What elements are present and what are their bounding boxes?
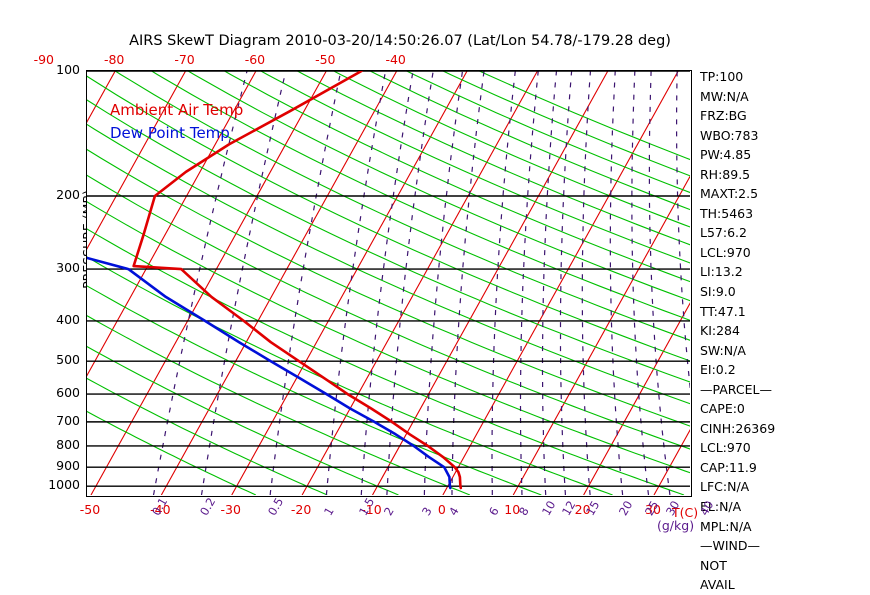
bottom-temp-tick-30: 30 <box>645 502 661 517</box>
sounding-stats-panel: TP:100 MW:N/A FRZ:BG WBO:783 PW:4.85 RH:89.5 M… <box>700 67 860 595</box>
bottom-temp-tick--30: -30 <box>220 502 241 517</box>
top-temp-tick--60: -60 <box>244 52 266 67</box>
stat-sw-14: SW:N/A <box>700 342 746 358</box>
top-temp-tick--80: -80 <box>103 52 125 67</box>
bottom-temp-tick-20: 20 <box>574 502 591 517</box>
stat-cap-20: CAP:11.9 <box>700 459 757 475</box>
pressure-tick-500: 500 <box>56 352 80 368</box>
stat-mw-1: MW:N/A <box>700 88 749 104</box>
stat-lcl-19: LCL:970 <box>700 440 751 456</box>
bottom-temp-tick--20: -20 <box>290 502 312 517</box>
stat-mpl-23: MPL:N/A <box>700 518 752 534</box>
stat-cape-17: CAPE:0 <box>700 401 745 417</box>
bottom-temp-tick-10: 10 <box>504 502 521 517</box>
mixing-ratio-tick-1: 1 <box>321 504 338 518</box>
stat-l57-8: L57:6.2 <box>700 225 747 241</box>
bottom-temp-tick--40: -40 <box>150 502 171 517</box>
stat-rh-5: RH:89.5 <box>700 166 751 182</box>
pressure-tick-700: 700 <box>56 412 80 428</box>
top-temp-tick--70: -70 <box>174 52 195 67</box>
mixing-ratio-tick-10: 10 <box>539 498 559 518</box>
stat-cinh-18: CINH:26369 <box>700 420 776 436</box>
legend-ambient-air-temp: Ambient Air Temp <box>110 101 244 119</box>
stat-th-7: TH:5463 <box>700 205 754 221</box>
page-title: AIRS SkewT Diagram 2010-03-20/14:50:26.0… <box>129 33 671 49</box>
bottom-temp-tick--10: -10 <box>361 502 382 517</box>
pressure-tick-200: 200 <box>56 186 80 202</box>
stat-header-wind: —WIND— <box>700 538 761 554</box>
stat-tp-0: TP:100 <box>700 69 744 84</box>
pressure-tick-300: 300 <box>56 260 80 276</box>
pressure-tick-1000: 1000 <box>48 477 80 493</box>
stat-tt-12: TT:47.1 <box>700 303 746 319</box>
skewt-canvas <box>87 71 690 495</box>
pressure-tick-900: 900 <box>56 458 80 474</box>
legend-dew-point-temp: Dew Point Temp <box>110 124 230 142</box>
stat-header-parcel: —PARCEL— <box>700 381 772 397</box>
pressure-tick-100: 100 <box>56 62 80 77</box>
stat-lfc-21: LFC:N/A <box>700 479 750 495</box>
top-temp-tick--50: -50 <box>315 52 336 67</box>
stat-ei-15: EI:0.2 <box>700 362 736 378</box>
stat-frz-2: FRZ:BG <box>700 108 747 124</box>
stat-lcl-9: LCL:970 <box>700 244 751 260</box>
stat-el-22: EL:N/A <box>700 499 742 515</box>
bottom-temp-tick--50: -50 <box>79 502 101 517</box>
stat-li-10: LI:13.2 <box>700 264 743 280</box>
stat-wbo-3: WBO:783 <box>700 127 759 143</box>
plot-area <box>86 70 692 497</box>
pressure-tick-600: 600 <box>56 385 80 401</box>
skewt-diagram-root: AIRS SkewT Diagram 2010-03-20/14:50:26.0… <box>33 33 776 592</box>
stat-ki-13: KI:284 <box>700 323 740 339</box>
dew-point-trace <box>87 256 452 490</box>
ambient-temp-trace <box>132 71 463 490</box>
pressure-tick-400: 400 <box>56 311 80 327</box>
top-temp-tick--40: -40 <box>385 52 406 67</box>
bottom-temp-tick-0: 0 <box>437 502 446 517</box>
stat-header-avail: AVAIL <box>700 577 735 593</box>
pressure-tick-800: 800 <box>56 436 80 452</box>
stat-maxt-6: MAXT:2.5 <box>700 186 759 202</box>
mixing-ratio-tick-20: 20 <box>615 498 636 518</box>
x-axis-temp-unit-label: T(C) <box>672 505 699 520</box>
top-temp-tick--90: -90 <box>33 52 55 67</box>
stat-pw-4: PW:4.85 <box>700 147 752 163</box>
stat-header-not: NOT <box>700 557 727 573</box>
stat-si-11: SI:9.0 <box>700 284 736 300</box>
x-axis-mixing-unit-label: (g/kg) <box>657 518 695 533</box>
mixing-ratio-tick-0p5: 0.5 <box>265 495 287 518</box>
